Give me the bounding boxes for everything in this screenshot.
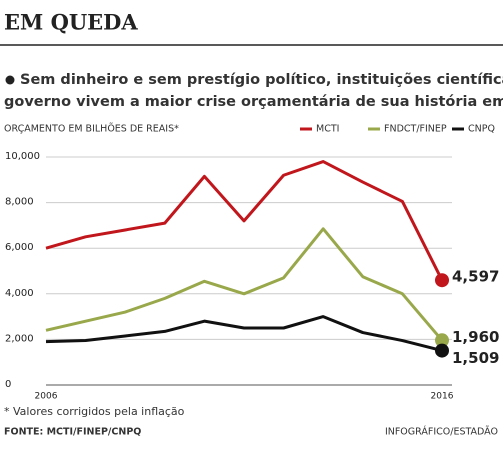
y-tick-label: 0 — [5, 379, 11, 390]
chart-title: EM QUEDA — [4, 10, 138, 35]
note: * Valores corrigidos pela inflação — [4, 405, 185, 418]
y-tick-label: 8,000 — [5, 197, 34, 208]
line — [45, 315, 443, 353]
source: FONTE: MCTI/FINEP/CNPQ — [4, 427, 141, 438]
legend-label: FNDCT/FINEP — [384, 124, 447, 135]
line — [45, 160, 444, 281]
legend-label: MCTI — [316, 124, 339, 135]
value-label: 1,960 — [452, 328, 499, 346]
value-label: 4,597 — [452, 268, 499, 286]
subtitle: Sem dinheiro e sem prestígio político, i… — [20, 72, 503, 88]
end-point — [435, 273, 449, 288]
x-tick-label: 2016 — [431, 392, 454, 402]
y-tick-label: 6,000 — [5, 242, 34, 253]
subtitle: governo vivem a maior crise orçamentária… — [4, 94, 503, 110]
y-tick-label: 4,000 — [5, 288, 34, 299]
bullet — [5, 75, 15, 85]
line — [45, 227, 444, 342]
end-point — [435, 343, 449, 358]
x-tick-label: 2006 — [35, 392, 58, 402]
value-label: 1,509 — [452, 349, 499, 367]
y-tick-label: 2,000 — [5, 333, 34, 344]
y-axis-label: ORÇAMENTO EM BILHÕES DE REAIS* — [4, 123, 179, 135]
legend-label: CNPQ — [468, 124, 495, 135]
y-tick-label: 10,000 — [5, 151, 40, 162]
end-point — [435, 333, 449, 348]
credit: INFOGRÁFICO/ESTADÃO — [385, 426, 498, 438]
